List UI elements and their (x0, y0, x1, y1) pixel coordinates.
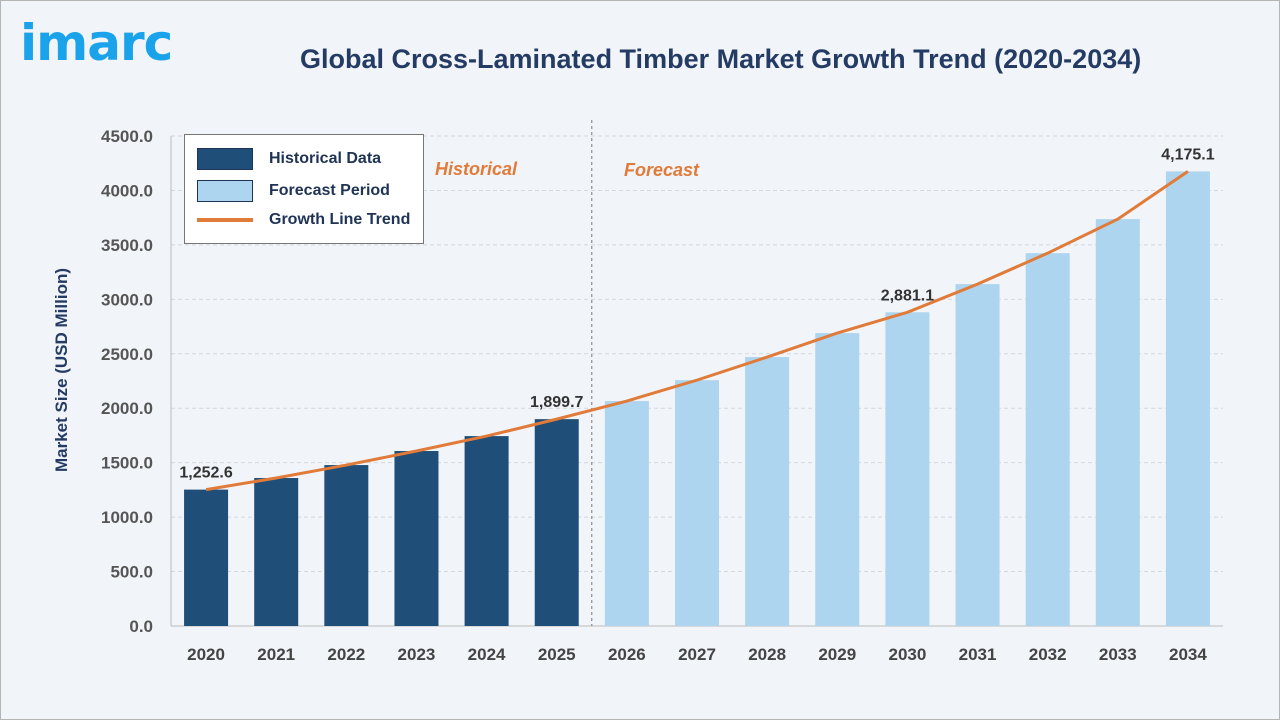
legend-item-trend: Growth Line Trend (197, 211, 410, 229)
historical-annotation: Historical (435, 159, 518, 179)
legend-item-forecast: Forecast Period (197, 180, 390, 202)
historical-swatch (197, 148, 253, 170)
data-label-2020: 1,252.6 (179, 465, 232, 482)
bar-2023 (394, 451, 439, 626)
x-tick-label: 2033 (1099, 645, 1137, 664)
forecast-annotation: Forecast (624, 160, 700, 180)
bar-2031 (955, 284, 1000, 626)
bar-2026 (604, 401, 649, 626)
bar-2025 (534, 419, 579, 626)
y-tick-label: 1500.0 (101, 454, 153, 473)
imarc-logo: imarc (20, 14, 173, 72)
data-label-2030: 2,881.1 (881, 287, 934, 304)
legend-label: Growth Line Trend (269, 211, 411, 228)
x-tick-label: 2030 (888, 645, 926, 664)
legend-label: Forecast Period (269, 182, 390, 199)
y-axis-label: Market Size (USD Million) (52, 268, 71, 472)
bar-2024 (464, 436, 509, 626)
y-tick-label: 4000.0 (101, 181, 153, 200)
bar-2033 (1095, 219, 1140, 627)
x-tick-label: 2027 (678, 645, 716, 664)
y-tick-label: 3500.0 (101, 236, 153, 255)
x-tick-label: 2032 (1029, 645, 1067, 664)
x-tick-label: 2021 (257, 645, 295, 664)
y-tick-label: 500.0 (110, 563, 153, 582)
y-tick-label: 4500.0 (101, 127, 153, 146)
bar-2020 (184, 489, 229, 626)
bar-2028 (745, 357, 790, 626)
bar-2021 (254, 478, 299, 626)
y-tick-label: 1000.0 (101, 508, 153, 527)
x-tick-label: 2028 (748, 645, 786, 664)
bar-2027 (675, 380, 719, 626)
x-tick-label: 2023 (398, 645, 436, 664)
x-tick-label: 2025 (538, 645, 576, 664)
legend: Historical Data Forecast Period Growth L… (184, 134, 424, 244)
legend-item-historical: Historical Data (197, 148, 381, 170)
y-tick-label: 3000.0 (101, 290, 153, 309)
x-tick-label: 2022 (327, 645, 365, 664)
bar-2030 (885, 312, 930, 626)
legend-label: Historical Data (269, 150, 382, 167)
chart-title: Global Cross-Laminated Timber Market Gro… (300, 44, 1142, 74)
data-label-2025: 1,899.7 (530, 394, 583, 411)
bar-2032 (1025, 253, 1070, 627)
y-tick-label: 2500.0 (101, 345, 153, 364)
y-tick-label: 2000.0 (101, 399, 153, 418)
x-tick-label: 2034 (1169, 645, 1207, 664)
x-tick-label: 2026 (608, 645, 646, 664)
forecast-swatch (197, 180, 253, 202)
trend-swatch (197, 218, 253, 222)
x-tick-label: 2020 (187, 645, 225, 664)
bar-2022 (324, 465, 369, 626)
y-tick-label: 0.0 (129, 617, 153, 636)
bar-2029 (815, 333, 860, 626)
x-tick-label: 2024 (468, 645, 506, 664)
x-tick-label: 2031 (959, 645, 997, 664)
growth-trend-line (205, 170, 1189, 492)
x-tick-label: 2029 (818, 645, 856, 664)
bar-2034 (1165, 171, 1210, 627)
data-label-2034: 4,175.1 (1161, 146, 1214, 163)
